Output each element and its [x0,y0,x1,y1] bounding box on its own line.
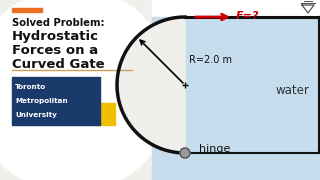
Text: Curved Gate: Curved Gate [12,58,105,71]
Bar [12,8,42,12]
Circle shape [0,0,174,180]
Text: F=?: F=? [236,11,260,21]
Bar [93,103,115,125]
Text: Forces on a: Forces on a [12,44,98,57]
Text: Metropolitan: Metropolitan [15,98,68,104]
Text: R=2.0 m: R=2.0 m [189,55,232,65]
Bar [12,77,100,125]
Bar [152,0,320,17]
Text: hinge: hinge [199,144,230,154]
Text: Toronto: Toronto [15,84,46,90]
Polygon shape [117,17,185,153]
Text: water: water [275,84,309,96]
Circle shape [180,148,190,158]
Text: University: University [15,112,57,118]
Text: Hydrostatic: Hydrostatic [12,30,99,43]
Text: Solved Problem:: Solved Problem: [12,18,105,28]
Bar [152,17,320,180]
